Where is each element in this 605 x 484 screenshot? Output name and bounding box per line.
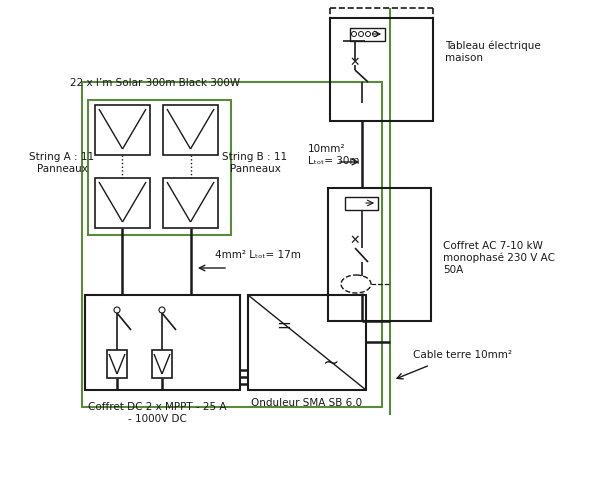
Text: Cable terre 10mm²: Cable terre 10mm² — [413, 350, 512, 360]
Bar — [163, 105, 218, 155]
Text: =: = — [276, 317, 291, 334]
Bar — [85, 295, 240, 390]
Bar — [350, 28, 385, 41]
Bar — [107, 350, 127, 378]
Text: String B : 11
Panneaux: String B : 11 Panneaux — [223, 152, 287, 174]
Bar — [82, 82, 382, 407]
Text: Coffret DC 2 x MPPT - 25 A
- 1000V DC: Coffret DC 2 x MPPT - 25 A - 1000V DC — [88, 402, 227, 424]
Bar — [248, 295, 366, 390]
Text: String A : 11
Panneaux: String A : 11 Panneaux — [30, 152, 94, 174]
Text: ~: ~ — [322, 354, 339, 373]
Bar — [345, 197, 378, 210]
Text: 4mm² Lₜₒₜ= 17m: 4mm² Lₜₒₜ= 17m — [215, 250, 301, 260]
Bar — [328, 188, 431, 321]
Bar — [95, 178, 150, 228]
Bar — [88, 100, 231, 235]
Bar — [163, 178, 218, 228]
Text: ✕: ✕ — [350, 233, 360, 246]
Text: ✕: ✕ — [350, 56, 360, 69]
Bar — [95, 105, 150, 155]
Text: 22 x I’m Solar 300m Black 300W: 22 x I’m Solar 300m Black 300W — [70, 78, 240, 88]
Bar — [152, 350, 172, 378]
Text: Tableau électrique
maison: Tableau électrique maison — [445, 41, 541, 63]
Text: Onduleur SMA SB 6.0: Onduleur SMA SB 6.0 — [252, 398, 362, 408]
Text: 10mm²
Lₜₒₜ= 30m: 10mm² Lₜₒₜ= 30m — [308, 144, 359, 166]
Bar — [330, 18, 433, 121]
Text: Coffret AC 7-10 kW
monophasé 230 V AC
50A: Coffret AC 7-10 kW monophasé 230 V AC 50… — [443, 241, 555, 275]
